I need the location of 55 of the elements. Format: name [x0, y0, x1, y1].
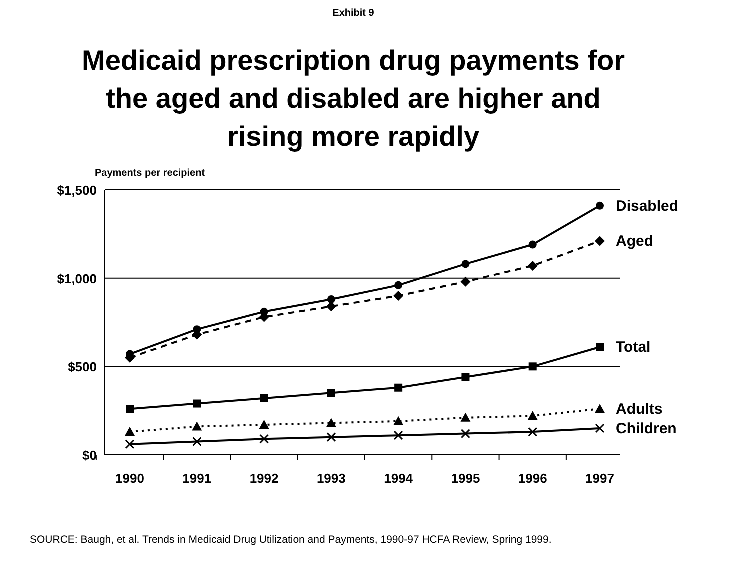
- point: [327, 296, 336, 304]
- x-tick-label: 1994: [384, 471, 414, 486]
- point: [595, 424, 605, 434]
- source-note: SOURCE: Baugh, et al. Trends in Medicaid Drug Utilization and Payments, 1990-97 HCFA Review, Spring 1999.: [30, 534, 552, 546]
- x-tick-label: 1995: [451, 471, 480, 486]
- point: [596, 202, 604, 210]
- point: [125, 427, 135, 436]
- point: [327, 389, 336, 398]
- point: [528, 427, 538, 437]
- point: [394, 430, 404, 440]
- chart-subtitle: Exhibit 9: [332, 8, 375, 19]
- y-tick-label: $1,500: [57, 183, 97, 198]
- point: [462, 260, 470, 268]
- point: [125, 440, 135, 450]
- point: [460, 412, 471, 422]
- point: [595, 404, 605, 414]
- x-tick-label: 1996: [518, 471, 548, 486]
- point: [326, 302, 336, 312]
- series-label: Aged: [616, 233, 654, 250]
- point: [528, 240, 537, 249]
- point: [326, 432, 336, 442]
- y-axis-title: Payments per recipient: [95, 168, 206, 179]
- point: [460, 429, 470, 439]
- point: [126, 405, 134, 414]
- point: [596, 343, 604, 352]
- point: [394, 416, 404, 426]
- x-tick-label: 1992: [250, 471, 279, 486]
- point: [260, 434, 270, 444]
- series-label: Children: [616, 420, 677, 438]
- point: [394, 291, 404, 301]
- point: [528, 260, 538, 271]
- x-tick-label: 1990: [116, 471, 144, 486]
- series-label: Total: [616, 339, 651, 356]
- point: [326, 418, 336, 428]
- series-label: Adults: [616, 401, 663, 418]
- point: [528, 362, 537, 371]
- point: [595, 236, 605, 246]
- point: [394, 281, 403, 290]
- x-tick-label: 1997: [586, 471, 614, 486]
- point: [462, 373, 470, 382]
- y-tick-label: $500: [68, 360, 97, 375]
- x-tick-label: 1993: [316, 471, 346, 486]
- point: [460, 276, 471, 287]
- point: [192, 437, 202, 446]
- x-tick-label: 1991: [182, 471, 212, 486]
- point: [394, 384, 403, 392]
- chart-title: Medicaid prescription drug payments for the aged and disabled are higher and rising more rapidly: [82, 45, 626, 152]
- point: [192, 422, 202, 431]
- y-tick-label: $0: [82, 448, 97, 463]
- point: [528, 411, 538, 420]
- y-tick-label: $1,000: [57, 271, 97, 286]
- point: [260, 394, 268, 402]
- series-label: Disabled: [616, 198, 679, 215]
- point: [259, 420, 270, 429]
- point: [193, 400, 202, 408]
